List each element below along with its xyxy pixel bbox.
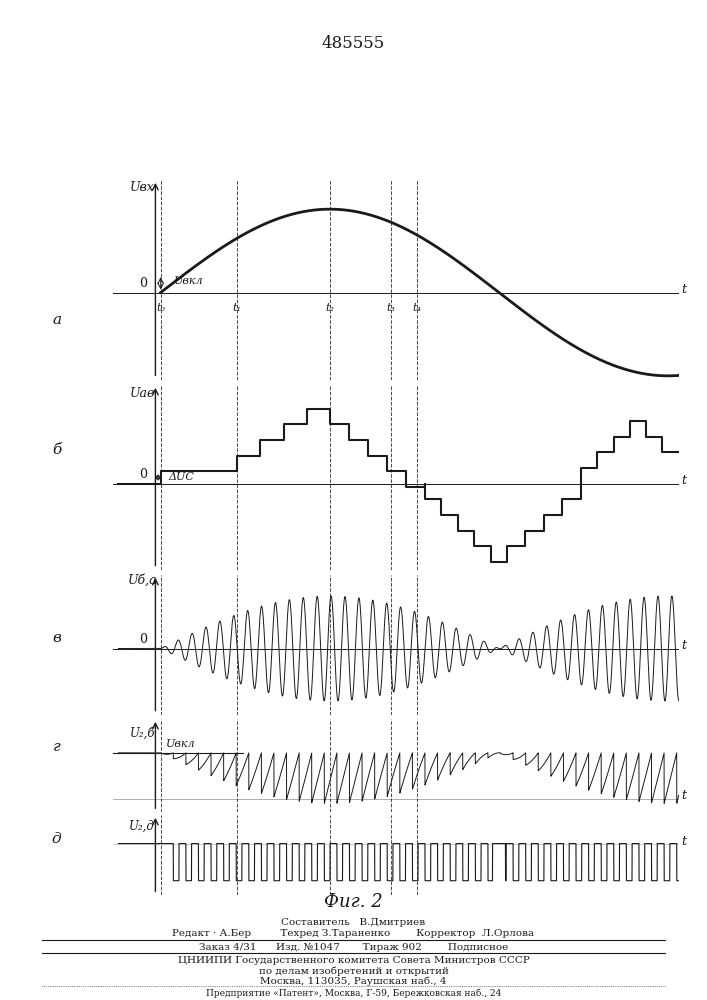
Text: t₃: t₃	[386, 303, 395, 313]
Text: Фиг. 2: Фиг. 2	[324, 893, 383, 911]
Text: 0: 0	[139, 633, 148, 646]
Text: Заказ 4/31      Изд. №1047       Тираж 902        Подписное: Заказ 4/31 Изд. №1047 Тираж 902 Подписно…	[199, 943, 508, 952]
Text: t: t	[682, 639, 686, 652]
Text: t₁: t₁	[233, 303, 242, 313]
Text: U₂,д: U₂,д	[129, 819, 155, 832]
Text: по делам изобретений и открытий: по делам изобретений и открытий	[259, 966, 448, 976]
Text: б: б	[52, 443, 62, 457]
Text: Uвкл: Uвкл	[166, 739, 196, 749]
Text: t: t	[682, 283, 686, 296]
Text: Предприятие «Патент», Москва, Г-59, Бережковская наб., 24: Предприятие «Патент», Москва, Г-59, Бере…	[206, 989, 501, 998]
Text: ЦНИИПИ Государственного комитета Совета Министров СССР: ЦНИИПИ Государственного комитета Совета …	[177, 956, 530, 965]
Text: t₂: t₂	[325, 303, 334, 313]
Text: 0: 0	[139, 277, 148, 290]
Text: 485555: 485555	[322, 35, 385, 52]
Text: U₂,б: U₂,б	[129, 727, 155, 740]
Text: Uае: Uае	[129, 387, 155, 400]
Text: Uвх: Uвх	[130, 181, 155, 194]
Text: г: г	[53, 740, 60, 754]
Text: Редакт · А.Бер         Техред З.Тараненко        Корректор  Л.Орлова: Редакт · А.Бер Техред З.Тараненко Коррек…	[173, 929, 534, 938]
Text: Uвкл: Uвкл	[174, 276, 204, 286]
Text: а: а	[52, 313, 61, 327]
Text: t: t	[682, 835, 686, 848]
Text: t₄: t₄	[413, 303, 421, 313]
Text: t: t	[682, 789, 686, 802]
Text: д: д	[52, 832, 62, 846]
Text: Uб,а: Uб,а	[127, 574, 157, 587]
Text: t: t	[682, 474, 686, 487]
Text: в: в	[52, 631, 61, 645]
Text: Москва, 113035, Раушская наб., 4: Москва, 113035, Раушская наб., 4	[260, 976, 447, 986]
Text: ΔUС: ΔUС	[169, 473, 194, 483]
Text: Составитель   В.Дмитриев: Составитель В.Дмитриев	[281, 918, 426, 927]
Text: 0: 0	[139, 468, 148, 481]
Text: t₀: t₀	[156, 303, 165, 313]
